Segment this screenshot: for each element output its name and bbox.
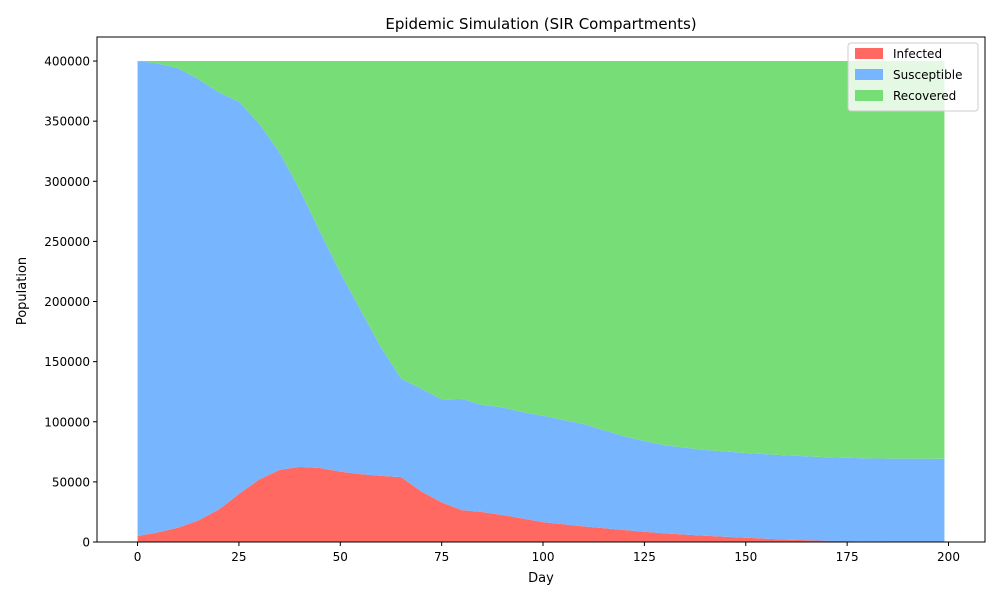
y-tick-label: 200000	[44, 295, 90, 309]
area-infected	[137, 466, 945, 542]
y-axis-ticks: 0 50000 100000 150000 200000 250000 300000 3500…	[44, 55, 97, 550]
chart-title: Epidemic Simulation (SIR Compartments)	[385, 15, 696, 33]
y-tick-label: 350000	[44, 115, 90, 129]
y-tick-label: 300000	[44, 175, 90, 189]
x-tick-label: 50	[333, 550, 348, 564]
y-tick-label: 400000	[44, 55, 90, 69]
y-axis-label: Population	[15, 257, 30, 325]
area-recovered	[137, 61, 945, 459]
legend-label-susceptible: Susceptible	[893, 68, 962, 82]
legend-swatch-infected	[855, 48, 883, 59]
y-tick-label: 250000	[44, 235, 90, 249]
legend-label-infected: Infected	[893, 47, 942, 61]
x-tick-label: 25	[231, 550, 246, 564]
y-tick-label: 50000	[52, 475, 90, 489]
y-tick-label: 150000	[44, 355, 90, 369]
x-tick-label: 100	[532, 550, 555, 564]
x-tick-label: 125	[633, 550, 656, 564]
x-tick-label: 175	[836, 550, 859, 564]
x-tick-label: 75	[434, 550, 449, 564]
legend: Infected Susceptible Recovered	[847, 42, 979, 112]
plot-frame	[96, 36, 986, 543]
x-tick-label: 150	[734, 550, 757, 564]
legend-swatch-susceptible	[855, 69, 883, 80]
legend-swatch-recovered	[855, 90, 883, 101]
x-axis-ticks: 0 25 50 75 100 125 150 175 200	[134, 542, 960, 564]
x-tick-label: 0	[134, 550, 142, 564]
y-tick-label: 100000	[44, 415, 90, 429]
x-axis-label: Day	[528, 571, 554, 586]
area-series-group	[137, 61, 945, 542]
y-tick-label: 0	[82, 536, 90, 550]
x-tick-label: 200	[937, 550, 960, 564]
legend-label-recovered: Recovered	[893, 89, 956, 103]
area-susceptible	[137, 61, 945, 542]
